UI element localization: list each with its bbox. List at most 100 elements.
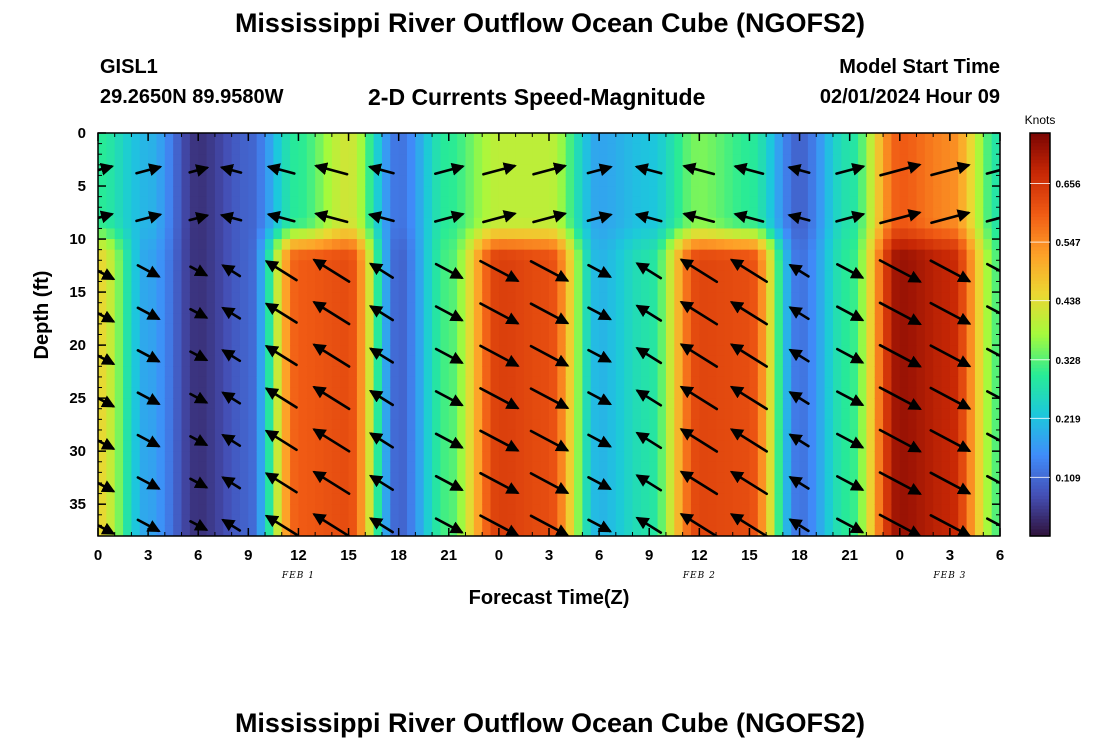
heatmap-cell [766, 514, 776, 526]
heatmap-cell [732, 217, 742, 230]
heatmap-cell [465, 133, 475, 145]
heatmap-cell [181, 239, 191, 251]
heatmap-cell [482, 366, 492, 378]
heatmap-cell [482, 154, 492, 166]
heatmap-cell [256, 239, 266, 251]
heatmap-cell [824, 493, 834, 505]
heatmap-cell [891, 440, 901, 452]
heatmap-cell [356, 323, 366, 336]
heatmap-cell [766, 270, 776, 283]
heatmap-cell [331, 482, 341, 495]
heatmap-cell [331, 366, 341, 378]
heatmap-cell [799, 334, 809, 346]
heatmap-cell [966, 260, 976, 272]
heatmap-cell [657, 292, 667, 304]
heatmap-cell [649, 292, 659, 304]
heatmap-cell [490, 482, 500, 495]
heatmap-cell [707, 323, 717, 336]
heatmap-cell [824, 217, 834, 230]
heatmap-cell [924, 186, 934, 198]
heatmap-cell [749, 514, 759, 526]
current-vector [368, 432, 395, 449]
colorbar-segment [1030, 139, 1050, 144]
heatmap-cell [181, 440, 191, 452]
heatmap-cell [473, 419, 483, 431]
heatmap-cell [223, 281, 233, 293]
heatmap-cell [365, 270, 375, 283]
heatmap-cell [356, 281, 366, 293]
heatmap-cell [807, 504, 817, 516]
heatmap-cell [365, 196, 375, 208]
heatmap-cell [532, 376, 542, 389]
heatmap-cell [774, 408, 784, 420]
heatmap-cell [699, 196, 709, 208]
heatmap-cell [106, 186, 116, 198]
heatmap-cell [807, 196, 817, 208]
heatmap-cell [98, 323, 107, 336]
current-vector [98, 437, 116, 450]
heatmap-cell [716, 355, 725, 367]
heatmap-cell [515, 281, 525, 293]
heatmap-cell [649, 376, 659, 389]
heatmap-cell [891, 355, 901, 367]
heatmap-cell [665, 355, 675, 367]
heatmap-cell [540, 249, 550, 261]
heatmap-cell [98, 419, 107, 431]
heatmap-cell [248, 387, 258, 399]
heatmap-cell [983, 239, 993, 251]
heatmap-cell [824, 345, 834, 357]
heatmap-cell [916, 281, 926, 293]
heatmap-cell [106, 419, 116, 431]
heatmap-cell [799, 419, 809, 431]
heatmap-cell [206, 345, 216, 357]
heatmap-cell [649, 239, 659, 251]
heatmap-cell [231, 334, 241, 346]
colorbar-segment [1030, 193, 1050, 198]
heatmap-cell [173, 292, 183, 304]
heatmap-cell [832, 440, 842, 452]
heatmap-cell [665, 419, 675, 431]
heatmap-cell [164, 143, 174, 155]
current-vector [835, 517, 865, 534]
heatmap-cell [966, 217, 976, 230]
heatmap-cell [398, 334, 408, 346]
heatmap-cell [331, 217, 341, 230]
heatmap-cell [974, 366, 984, 378]
colorbar-segment [1030, 166, 1050, 171]
heatmap-cell [891, 260, 901, 272]
heatmap-cell [799, 504, 809, 516]
heatmap-cell [106, 387, 116, 399]
heatmap-cell [423, 154, 433, 166]
heatmap-cell [356, 525, 366, 536]
heatmap-cell [799, 133, 809, 145]
heatmap-cell [365, 451, 375, 463]
heatmap-cell [716, 493, 725, 505]
x-tick-label: 15 [340, 547, 357, 564]
heatmap-cell [415, 281, 425, 293]
heatmap-cell [498, 154, 508, 166]
heatmap-cell [432, 228, 442, 240]
heatmap-cell [924, 217, 934, 230]
heatmap-cell [958, 387, 968, 399]
heatmap-cell [741, 196, 751, 208]
heatmap-cell [231, 154, 241, 166]
heatmap-cell [716, 260, 725, 272]
colorbar-segment [1030, 321, 1050, 326]
heatmap-cell [933, 260, 943, 272]
heatmap-cell [883, 472, 893, 484]
heatmap-cell [974, 504, 984, 516]
heatmap-cell [448, 302, 458, 314]
heatmap-cell [131, 175, 141, 187]
heatmap-cell [582, 260, 592, 272]
heatmap-cell [465, 323, 475, 336]
heatmap-cell [281, 154, 291, 166]
heatmap-cell [991, 196, 1000, 208]
heatmap-cell [732, 270, 742, 283]
heatmap-cell [415, 228, 425, 240]
heatmap-cell [590, 429, 600, 442]
heatmap-cell [832, 186, 842, 198]
heatmap-cell [966, 461, 976, 473]
heatmap-cell [148, 504, 158, 516]
heatmap-cell [799, 345, 809, 357]
heatmap-cell [323, 260, 333, 272]
